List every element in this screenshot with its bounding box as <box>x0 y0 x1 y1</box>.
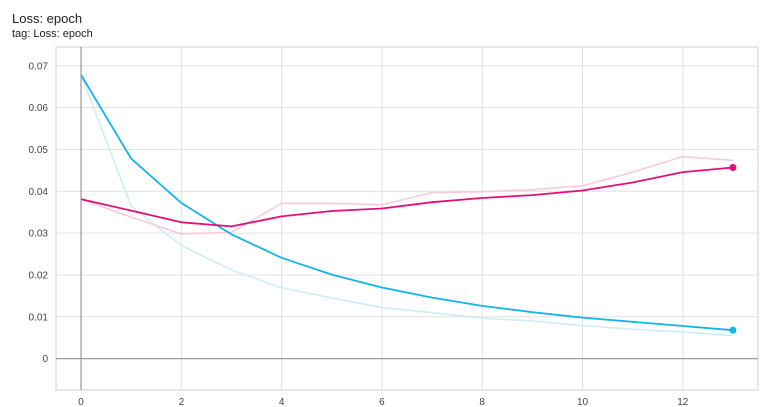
chart-title: Loss: epoch <box>12 11 83 26</box>
y-tick-label: 0.02 <box>29 270 49 281</box>
x-tick-label: 2 <box>179 397 185 407</box>
smoothed-series-line-1 <box>80 166 733 228</box>
y-tick-label: 0.07 <box>29 61 49 72</box>
x-tick-label: 10 <box>577 397 589 407</box>
x-tick-label: 6 <box>379 397 385 407</box>
x-tick-label: 4 <box>279 397 285 407</box>
series-end-point-1 <box>729 163 737 171</box>
tick-label-layer: 0 2 4 6 8 10 12 0 0.01 0.02 0.03 0.04 0.05 0.06 0.07 <box>29 61 689 407</box>
raw-series-layer <box>80 74 733 337</box>
grid-layer <box>55 46 759 391</box>
x-tick-label: 12 <box>677 397 689 407</box>
raw-series-line-1 <box>80 155 733 235</box>
y-tick-label: 0.05 <box>29 145 49 156</box>
x-tick-label: 8 <box>479 397 485 407</box>
y-tick-label: 0 <box>42 354 48 365</box>
raw-series-line-0 <box>80 74 733 337</box>
y-tick-label: 0.06 <box>29 103 49 114</box>
series-end-point-0 <box>729 326 737 334</box>
x-tick-label: 0 <box>78 397 84 407</box>
y-tick-label: 0.04 <box>29 187 49 198</box>
y-tick-label: 0.03 <box>29 229 49 240</box>
smoothed-series-line-0 <box>80 74 733 332</box>
axis-layer <box>56 47 758 390</box>
plot-frame <box>55 46 759 391</box>
chart-tag: tag: Loss: epoch <box>12 28 93 40</box>
y-tick-label: 0.01 <box>29 312 49 323</box>
smoothed-series-layer <box>80 74 737 334</box>
